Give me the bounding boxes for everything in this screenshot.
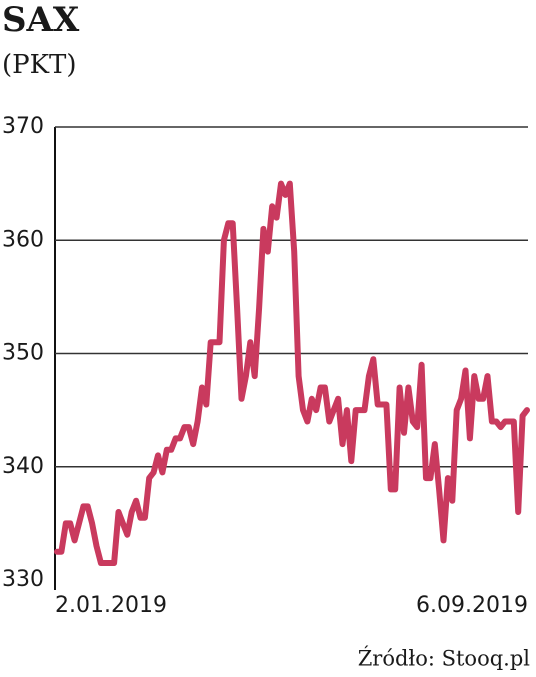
y-tick-label: 370: [2, 114, 44, 139]
y-tick-label: 350: [2, 341, 44, 366]
y-tick-label: 340: [2, 454, 44, 479]
chart-subtitle: (PKT): [2, 50, 77, 80]
y-tick-label: 330: [2, 567, 44, 592]
source: Źródło: Stooq.pl: [358, 647, 531, 671]
data-line: [54, 180, 530, 566]
x-tick-label: 6.09.2019: [416, 593, 528, 618]
chart-title: SAX: [2, 0, 80, 40]
y-tick-label: 360: [2, 227, 44, 252]
x-tick-label: 2.01.2019: [55, 593, 167, 618]
